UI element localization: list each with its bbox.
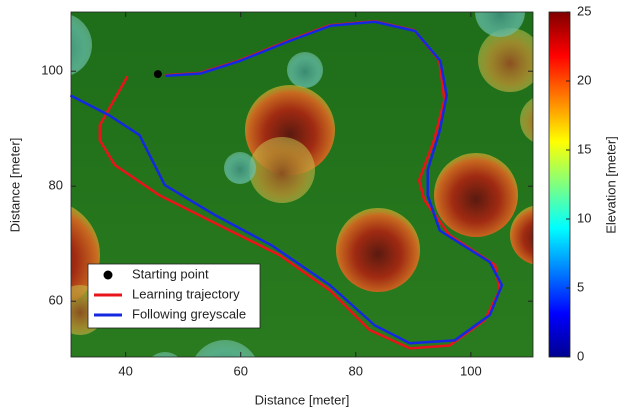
colorbar-tick-label: 15 <box>577 141 591 156</box>
colorbar <box>549 12 570 357</box>
legend-label: Starting point <box>132 266 209 281</box>
legend-marker <box>104 271 113 280</box>
y-tick-label: 80 <box>49 178 63 193</box>
x-tick-label: 80 <box>349 363 363 378</box>
page: Distance [meter] Distance [meter] Elevat… <box>0 0 629 419</box>
colorbar-tick-label: 5 <box>577 279 584 294</box>
legend-label: Learning trajectory <box>132 286 240 301</box>
x-tick-label: 100 <box>460 363 482 378</box>
point-marker <box>154 70 162 78</box>
x-axis-label: Distance [meter] <box>255 392 350 407</box>
chart: Distance [meter] Distance [meter] Elevat… <box>0 0 629 414</box>
terrain <box>0 0 570 410</box>
colorbar-tick-label: 10 <box>577 210 591 225</box>
x-tick-label: 40 <box>118 363 132 378</box>
legend: Starting point Learning trajectory Followi… <box>88 264 260 328</box>
colorbar-label: Elevation [meter] <box>603 136 618 234</box>
y-tick-label: 60 <box>49 293 63 308</box>
y-tick-label: 100 <box>41 63 63 78</box>
colorbar-tick-label: 20 <box>577 72 591 87</box>
x-tick-label: 60 <box>233 363 247 378</box>
y-axis-label: Distance [meter] <box>7 138 22 233</box>
colorbar-tick-label: 25 <box>577 3 591 18</box>
legend-label: Following greyscale <box>132 306 246 321</box>
colorbar-tick-label: 0 <box>577 348 584 363</box>
